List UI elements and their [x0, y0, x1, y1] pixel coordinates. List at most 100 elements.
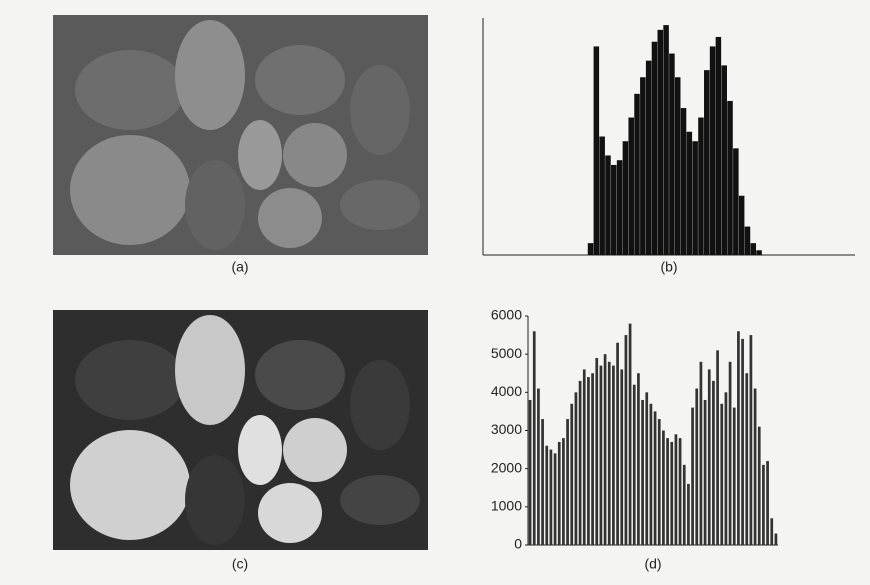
bar	[599, 136, 605, 255]
bar	[616, 342, 619, 545]
bar	[762, 464, 765, 545]
bar	[774, 533, 778, 545]
bar	[599, 365, 603, 545]
bar	[591, 373, 594, 545]
bar	[587, 243, 594, 255]
bar	[680, 108, 687, 255]
bar	[738, 195, 745, 255]
bar	[727, 100, 733, 255]
bar	[682, 464, 686, 545]
bar	[649, 403, 653, 545]
bar	[641, 399, 644, 545]
bar	[553, 453, 557, 545]
bar	[728, 361, 732, 545]
bar	[607, 361, 611, 545]
bar	[651, 41, 658, 256]
bar	[695, 388, 699, 545]
bar	[622, 141, 629, 255]
bar	[770, 518, 774, 545]
bar	[715, 36, 722, 256]
bar	[557, 441, 561, 545]
y-tick-label: 5000	[491, 345, 522, 361]
bar	[712, 380, 715, 545]
bar	[645, 392, 649, 545]
bar	[698, 117, 704, 255]
y-tick-label: 4000	[491, 383, 522, 399]
panel-caption: (a)	[231, 259, 248, 275]
bar	[704, 70, 710, 255]
bar	[582, 369, 586, 545]
y-tick-label: 3000	[491, 421, 522, 437]
bar	[549, 449, 553, 545]
bar	[657, 419, 661, 545]
bar	[741, 338, 744, 545]
bar	[528, 399, 532, 545]
bar	[686, 131, 693, 255]
bar	[537, 388, 540, 545]
bar	[574, 392, 578, 545]
bar	[562, 438, 565, 545]
bar	[545, 445, 549, 545]
bar	[587, 377, 590, 545]
bar	[707, 369, 711, 545]
bar	[612, 365, 615, 545]
photo-a	[53, 15, 428, 255]
bar	[737, 331, 740, 545]
bar	[687, 483, 690, 545]
bar	[663, 25, 669, 255]
panel-caption: (c)	[232, 556, 248, 572]
bar	[733, 148, 739, 255]
bar	[532, 331, 536, 545]
bar	[666, 438, 669, 545]
bar	[670, 441, 674, 545]
bar	[611, 164, 617, 255]
y-tick-label: 6000	[491, 307, 522, 323]
bar	[678, 438, 682, 545]
bar	[691, 407, 694, 545]
bar	[721, 65, 727, 256]
bar	[674, 77, 681, 255]
y-tick-label: 0	[514, 536, 522, 552]
bar	[709, 46, 716, 255]
bar	[699, 361, 703, 545]
bar	[692, 141, 698, 255]
bar	[640, 77, 646, 255]
bar	[570, 403, 574, 545]
y-tick-label: 1000	[491, 498, 522, 514]
bar	[578, 380, 582, 545]
panel-caption: (d)	[644, 556, 661, 572]
bar	[732, 407, 736, 545]
bar	[593, 46, 600, 255]
bar	[744, 226, 751, 255]
bar	[541, 419, 544, 545]
bar	[703, 399, 707, 545]
y-tick-label: 2000	[491, 459, 522, 475]
bar	[616, 160, 623, 255]
bar	[716, 350, 719, 545]
bar	[657, 29, 664, 255]
bar	[628, 117, 634, 255]
panel-caption: (b)	[660, 259, 677, 275]
bar	[624, 335, 628, 545]
bar	[605, 155, 611, 255]
bar	[662, 430, 665, 545]
bar	[620, 369, 624, 545]
bar	[753, 388, 757, 545]
bar	[745, 373, 749, 545]
bar	[637, 373, 640, 545]
bar	[750, 243, 757, 255]
bar	[749, 335, 753, 545]
bar	[720, 403, 724, 545]
bar	[724, 392, 728, 545]
bar	[634, 93, 640, 255]
bar	[674, 434, 678, 545]
bar	[653, 411, 657, 545]
bar	[603, 354, 607, 545]
bar	[766, 461, 769, 545]
bar	[756, 250, 762, 255]
photo-c	[53, 310, 428, 550]
bar	[628, 323, 632, 545]
bar	[566, 419, 569, 545]
bar	[757, 426, 761, 545]
